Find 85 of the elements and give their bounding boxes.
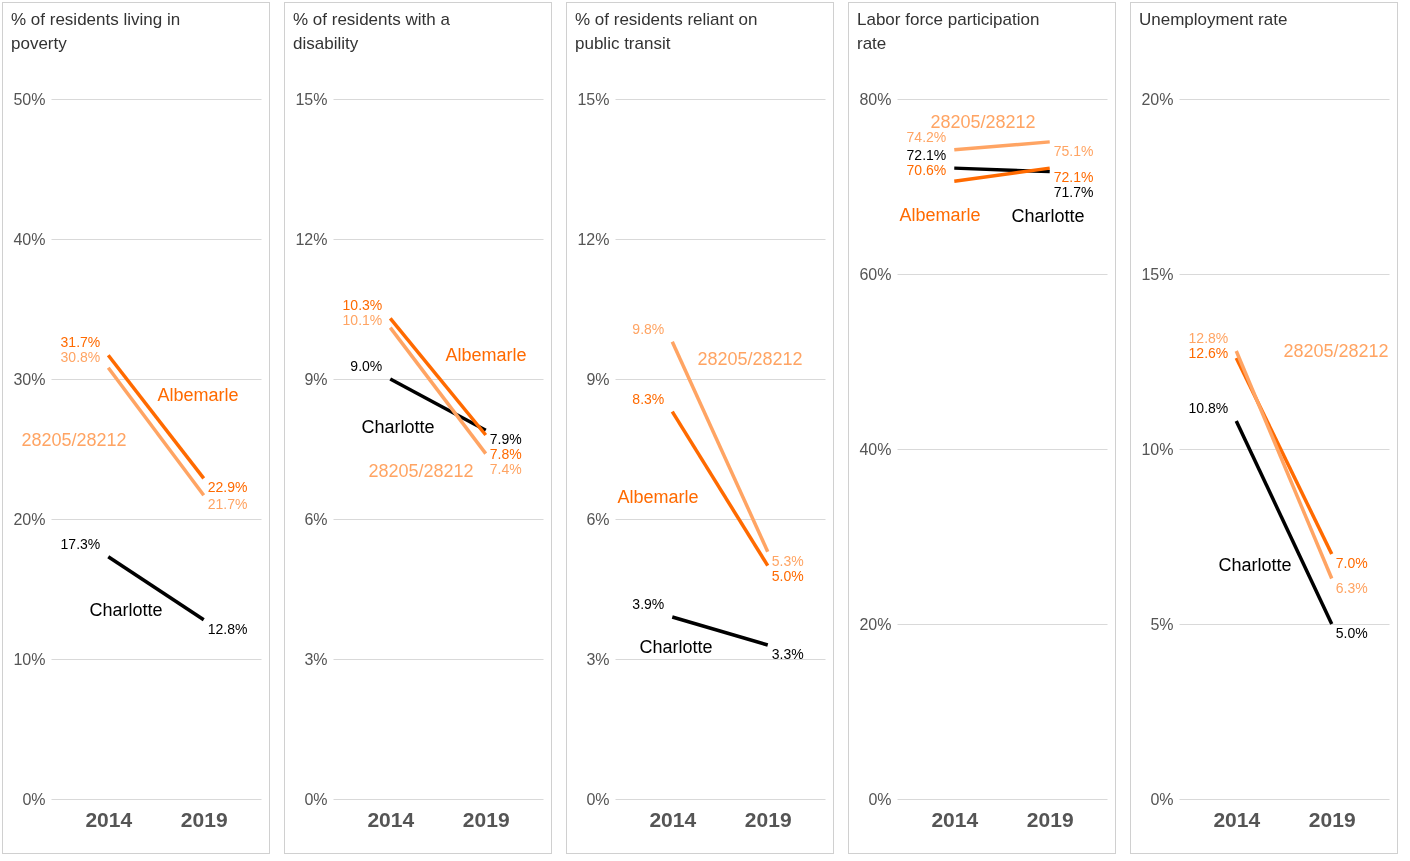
y-tick-label: 10% [1141, 440, 1174, 458]
series-label: Albemarle [617, 486, 699, 507]
y-tick-label: 20% [859, 615, 892, 633]
chart-title: Unemployment rate [1139, 10, 1288, 29]
data-label: 12.6% [1188, 345, 1229, 361]
chart-title: Labor force participation rate [857, 10, 1040, 53]
y-tick-label: 80% [859, 90, 892, 108]
y-tick-label: 3% [304, 650, 328, 668]
data-label: 12.8% [207, 620, 248, 637]
x-tick-label: 2014 [931, 807, 979, 831]
y-tick-label: 5% [1150, 615, 1174, 633]
data-label: 3.3% [771, 646, 804, 662]
data-label: 5.0% [771, 567, 804, 584]
data-label: 5.0% [1335, 625, 1368, 641]
series-label: Charlotte [89, 600, 163, 621]
data-label: 3.9% [632, 596, 665, 612]
series-label: 28205/28212 [697, 348, 803, 369]
series-label: Charlotte [1218, 554, 1292, 575]
series-label: Charlotte [1011, 205, 1085, 226]
data-label: 10.3% [342, 297, 383, 314]
data-label: 72.1% [906, 147, 947, 164]
y-tick-label: 0% [1150, 790, 1174, 808]
y-tick-label: 9% [586, 370, 610, 388]
x-tick-label: 2014 [367, 807, 415, 831]
data-label: 9.0% [350, 358, 383, 374]
chart-title: % of residents living in poverty [11, 10, 181, 53]
data-label: 71.7% [1053, 184, 1094, 201]
data-label: 7.9% [489, 431, 522, 448]
data-label: 72.1% [1053, 169, 1094, 186]
x-tick-label: 2014 [649, 807, 697, 831]
data-label: 10.1% [342, 312, 383, 329]
y-tick-label: 50% [13, 90, 46, 108]
data-label: 5.3% [771, 552, 804, 569]
data-label: 8.3% [632, 390, 665, 407]
data-label: 21.7% [207, 496, 248, 513]
x-tick-label: 2014 [1213, 807, 1261, 831]
x-tick-label: 2019 [744, 807, 792, 831]
y-tick-label: 6% [304, 510, 328, 528]
series-label: 28205/28212 [21, 429, 127, 450]
y-tick-label: 20% [1141, 90, 1174, 108]
y-tick-label: 0% [868, 790, 892, 808]
data-label: 22.9% [207, 479, 248, 496]
y-tick-label: 30% [13, 370, 46, 388]
y-tick-label: 3% [586, 650, 610, 668]
data-label: 75.1% [1053, 142, 1094, 159]
y-tick-label: 40% [13, 230, 46, 248]
data-label: 30.8% [60, 349, 101, 366]
data-label: 9.8% [632, 320, 665, 337]
data-label: 7.8% [489, 446, 522, 463]
y-tick-label: 60% [859, 265, 892, 283]
series-label: Albemarle [157, 384, 239, 405]
x-tick-label: 2019 [462, 807, 510, 831]
y-tick-label: 20% [13, 510, 46, 528]
x-tick-label: 2019 [180, 807, 228, 831]
data-label: 6.3% [1335, 579, 1368, 596]
series-label: Albemarle [445, 344, 527, 365]
y-tick-label: 12% [295, 230, 328, 248]
chart-title: % of residents with a disability [293, 10, 451, 53]
data-label: 10.8% [1188, 400, 1229, 416]
series-label: Albemarle [899, 204, 981, 225]
data-label: 12.8% [1188, 330, 1229, 346]
y-tick-label: 15% [1141, 265, 1174, 283]
x-tick-label: 2014 [85, 807, 133, 831]
data-label: 7.4% [489, 461, 522, 478]
y-tick-label: 6% [586, 510, 610, 528]
y-tick-label: 15% [577, 90, 610, 108]
data-label: 7.0% [1335, 555, 1368, 571]
data-label: 31.7% [60, 334, 101, 351]
y-tick-label: 0% [304, 790, 328, 808]
y-tick-label: 0% [586, 790, 610, 808]
y-tick-label: 12% [577, 230, 610, 248]
y-tick-label: 15% [295, 90, 328, 108]
y-tick-label: 10% [13, 650, 46, 668]
y-tick-label: 40% [859, 440, 892, 458]
data-label: 17.3% [60, 535, 101, 552]
y-tick-label: 0% [22, 790, 46, 808]
series-label: Charlotte [639, 637, 713, 657]
chart-title: % of residents reliant on public transit [575, 10, 758, 53]
text: 28205/28212 [1283, 340, 1389, 361]
series-label: Charlotte [361, 416, 435, 437]
data-label: 70.6% [906, 162, 947, 179]
x-tick-label: 2019 [1026, 807, 1074, 831]
x-tick-label: 2019 [1308, 807, 1356, 831]
series-label: 28205/28212 [368, 460, 474, 481]
y-tick-label: 9% [304, 370, 328, 388]
